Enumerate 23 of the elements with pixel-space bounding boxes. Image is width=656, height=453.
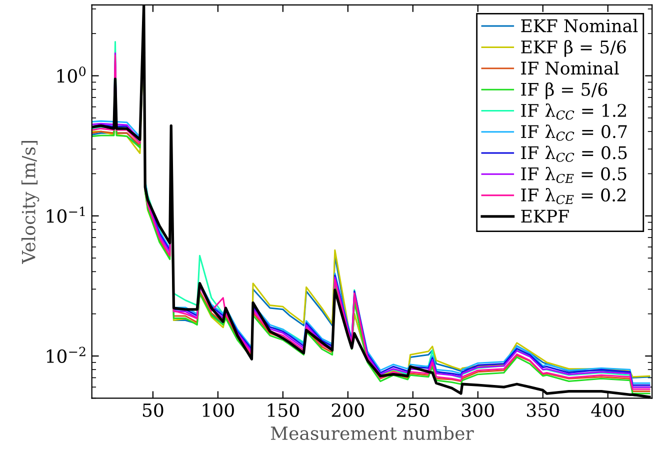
legend-label: IF λ$_{CC}$ = 0.7 — [521, 124, 627, 141]
x-tick-label: 100 — [202, 403, 234, 418]
y-tick-label: 10$^{−2}$ — [46, 346, 86, 363]
legend-label: IF λ$_{CC}$ = 1.2 — [521, 103, 626, 120]
legend-label: EKF β = 5/6 — [521, 40, 626, 57]
legend-label: IF λ$_{CE}$ = 0.2 — [521, 188, 626, 204]
x-tick-label: 150 — [268, 403, 299, 418]
legend-label: IF β = 5/6 — [521, 82, 608, 100]
x-tick-label: 50 — [142, 403, 164, 418]
x-axis-title: Measurement number — [270, 426, 474, 440]
y-axis-title: Velocity [m/s] — [21, 140, 40, 264]
y-tick-label: 10$^{0}$ — [57, 66, 86, 83]
x-tick-label: 200 — [332, 403, 364, 418]
legend-label: IF λ$_{CC}$ = 0.5 — [521, 146, 627, 162]
x-tick-label: 300 — [462, 403, 494, 418]
y-tick-label: 10$^{−1}$ — [46, 206, 85, 223]
x-tick-label: 350 — [527, 403, 559, 418]
legend-label: EKPF — [521, 210, 569, 223]
legend-label: EKF Nominal — [521, 18, 638, 32]
x-tick-label: 250 — [396, 403, 429, 418]
x-tick-label: 400 — [591, 403, 624, 418]
legend-label: IF λ$_{CE}$ = 0.5 — [521, 166, 626, 184]
legend-label: IF Nominal — [521, 61, 619, 75]
